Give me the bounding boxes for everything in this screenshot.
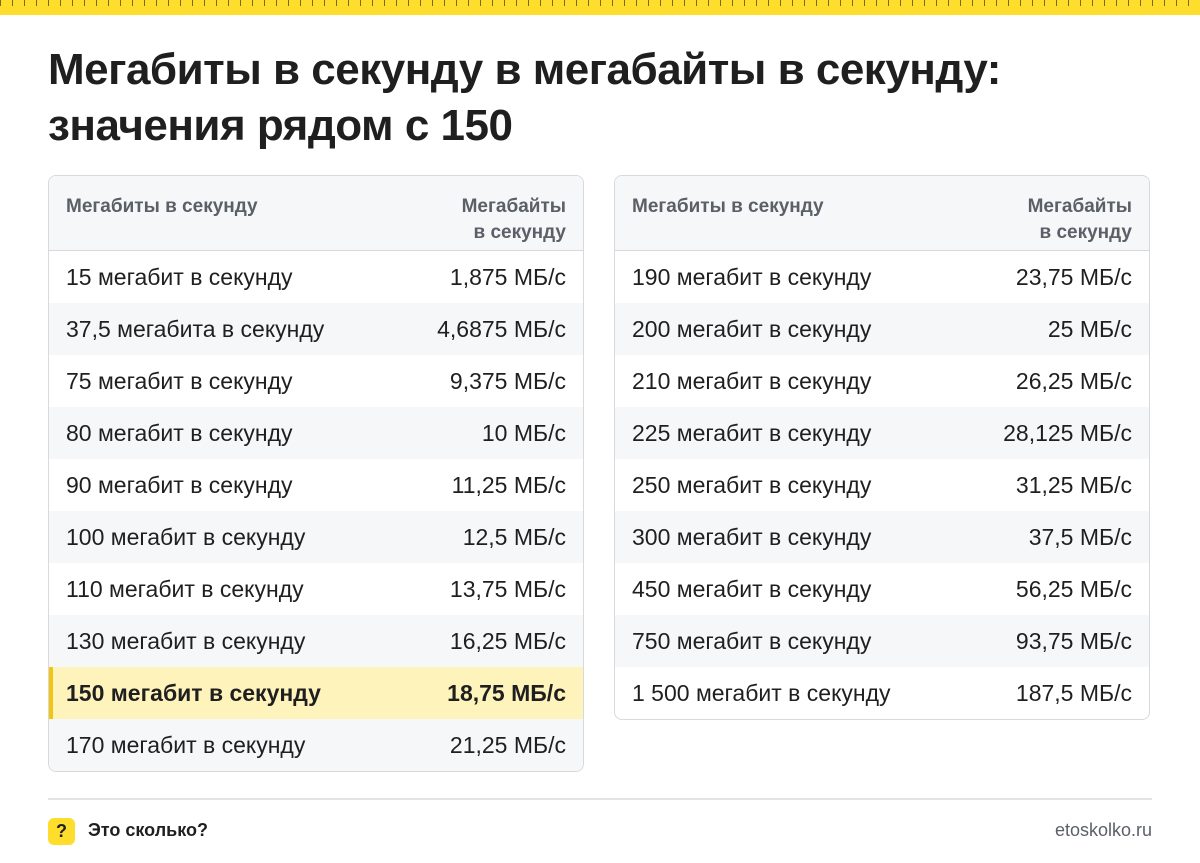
table-row: 450 мегабит в секунду 56,25 МБ/с: [615, 563, 1149, 615]
cell-megabits: 110 мегабит в секунду: [66, 575, 304, 602]
table-row-highlighted: 150 мегабит в секунду 18,75 МБ/с: [49, 667, 583, 719]
table-header: Мегабиты в секунду Мегабайты в секунду: [615, 176, 1149, 251]
table-row: 170 мегабит в секунду 21,25 МБ/с: [49, 719, 583, 771]
cell-megabytes: 23,75 МБ/с: [1015, 263, 1132, 290]
cell-megabytes: 16,25 МБ/с: [449, 627, 566, 654]
question-mark-logo-icon: ?: [48, 818, 75, 845]
cell-megabytes: 1,875 МБ/с: [449, 263, 566, 290]
table-row: 75 мегабит в секунду 9,375 МБ/с: [49, 355, 583, 407]
cell-megabytes: 13,75 МБ/с: [449, 575, 566, 602]
table-row: 225 мегабит в секунду 28,125 МБ/с: [615, 407, 1149, 459]
table-row: 210 мегабит в секунду 26,25 МБ/с: [615, 355, 1149, 407]
cell-megabits: 1 500 мегабит в секунду: [632, 679, 891, 706]
cell-megabytes: 37,5 МБ/с: [1028, 523, 1132, 550]
header-megabytes: Мегабайты в секунду: [982, 194, 1132, 250]
table-row: 250 мегабит в секунду 31,25 МБ/с: [615, 459, 1149, 511]
table-row: 90 мегабит в секунду 11,25 МБ/с: [49, 459, 583, 511]
page-title: Мегабиты в секунду в мегабайты в секунду…: [48, 45, 1001, 150]
cell-megabytes: 31,25 МБ/с: [1015, 471, 1132, 498]
conversion-table-right: Мегабиты в секунду Мегабайты в секунду 1…: [614, 175, 1150, 720]
cell-megabits: 190 мегабит в секунду: [632, 263, 872, 290]
table-header: Мегабиты в секунду Мегабайты в секунду: [49, 176, 583, 251]
conversion-table-left: Мегабиты в секунду Мегабайты в секунду 1…: [48, 175, 584, 772]
cell-megabytes: 4,6875 МБ/с: [437, 315, 566, 342]
cell-megabytes: 28,125 МБ/с: [1003, 419, 1132, 446]
cell-megabits: 37,5 мегабита в секунду: [66, 315, 325, 342]
cell-megabits: 90 мегабит в секунду: [66, 471, 293, 498]
cell-megabytes: 12,5 МБ/с: [462, 523, 566, 550]
cell-megabits: 450 мегабит в секунду: [632, 575, 872, 602]
cell-megabytes: 56,25 МБ/с: [1015, 575, 1132, 602]
site-link[interactable]: etoskolko.ru: [1054, 820, 1152, 840]
table-body: 190 мегабит в секунду 23,75 МБ/с 200 мег…: [615, 251, 1149, 719]
table-row: 130 мегабит в секунду 16,25 МБ/с: [49, 615, 583, 667]
cell-megabits: 250 мегабит в секунду: [632, 471, 872, 498]
table-row: 37,5 мегабита в секунду 4,6875 МБ/с: [49, 303, 583, 355]
cell-megabytes: 21,25 МБ/с: [449, 731, 566, 758]
cell-megabits: 225 мегабит в секунду: [632, 419, 872, 446]
cell-megabits: 75 мегабит в секунду: [66, 367, 293, 394]
cell-megabits: 150 мегабит в секунду: [66, 679, 321, 706]
cell-megabits: 750 мегабит в секунду: [632, 627, 872, 654]
header-megabytes: Мегабайты в секунду: [416, 194, 566, 250]
cell-megabytes: 93,75 МБ/с: [1015, 627, 1132, 654]
cell-megabits: 15 мегабит в секунду: [66, 263, 293, 290]
cell-megabits: 130 мегабит в секунду: [66, 627, 306, 654]
header-megabits: Мегабиты в секунду: [66, 196, 258, 217]
cell-megabits: 80 мегабит в секунду: [66, 419, 293, 446]
cell-megabytes: 25 МБ/с: [1047, 315, 1132, 342]
cell-megabytes: 187,5 МБ/с: [1015, 679, 1132, 706]
cell-megabits: 100 мегабит в секунду: [66, 523, 306, 550]
cell-megabytes: 18,75 МБ/с: [447, 679, 566, 706]
table-row: 110 мегабит в секунду 13,75 МБ/с: [49, 563, 583, 615]
cell-megabytes: 11,25 МБ/с: [451, 471, 566, 498]
cell-megabytes: 26,25 МБ/с: [1015, 367, 1132, 394]
ruler-stripe: [0, 0, 1200, 15]
cell-megabits: 300 мегабит в секунду: [632, 523, 872, 550]
cell-megabytes: 9,375 МБ/с: [449, 367, 566, 394]
brand-name: Это сколько?: [88, 820, 208, 840]
table-row: 300 мегабит в секунду 37,5 МБ/с: [615, 511, 1149, 563]
table-row: 80 мегабит в секунду 10 МБ/с: [49, 407, 583, 459]
table-row: 100 мегабит в секунду 12,5 МБ/с: [49, 511, 583, 563]
header-megabits: Мегабиты в секунду: [632, 196, 824, 217]
header-megabytes-line2: в секунду: [473, 222, 566, 243]
header-megabytes-line1: Мегабайты: [1027, 196, 1132, 217]
header-megabytes-line2: в секунду: [1039, 222, 1132, 243]
header-megabytes-line1: Мегабайты: [461, 196, 566, 217]
footer-divider: [48, 798, 1152, 800]
cell-megabytes: 10 МБ/с: [481, 419, 566, 446]
table-row: 750 мегабит в секунду 93,75 МБ/с: [615, 615, 1149, 667]
table-row: 200 мегабит в секунду 25 МБ/с: [615, 303, 1149, 355]
table-row: 190 мегабит в секунду 23,75 МБ/с: [615, 251, 1149, 303]
cell-megabits: 170 мегабит в секунду: [66, 731, 306, 758]
table-row: 15 мегабит в секунду 1,875 МБ/с: [49, 251, 583, 303]
table-row: 1 500 мегабит в секунду 187,5 МБ/с: [615, 667, 1149, 719]
cell-megabits: 210 мегабит в секунду: [632, 367, 872, 394]
table-body: 15 мегабит в секунду 1,875 МБ/с 37,5 мег…: [49, 251, 583, 771]
cell-megabits: 200 мегабит в секунду: [632, 315, 872, 342]
